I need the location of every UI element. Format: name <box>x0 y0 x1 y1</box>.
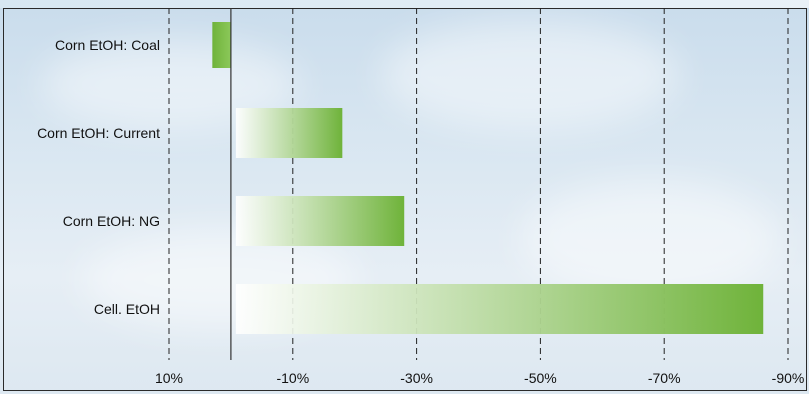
bar <box>212 22 231 68</box>
x-tick-label: -90% <box>772 370 805 386</box>
category-label: Corn EtOH: Coal <box>55 37 160 53</box>
bar <box>235 196 405 246</box>
bar <box>235 284 764 334</box>
x-tick-label: -30% <box>400 370 433 386</box>
bar-layer <box>212 22 764 334</box>
category-label: Corn EtOH: Current <box>37 125 160 141</box>
cloud-decoration <box>520 180 780 300</box>
chart-frame <box>3 8 807 391</box>
x-tick-label: -10% <box>276 370 309 386</box>
bar <box>235 108 343 158</box>
x-tick-label: -50% <box>524 370 557 386</box>
title-strip <box>0 0 809 8</box>
x-tick-label: -70% <box>648 370 681 386</box>
x-tick-label: 10% <box>155 370 183 386</box>
label-layer: 10% -10% -30% -50% -70% -90% Corn EtOH: Coal Co… <box>37 37 804 386</box>
category-label: Cell. EtOH <box>94 301 160 317</box>
category-label: Corn EtOH: NG <box>63 213 160 229</box>
cloud-decoration <box>380 20 680 130</box>
